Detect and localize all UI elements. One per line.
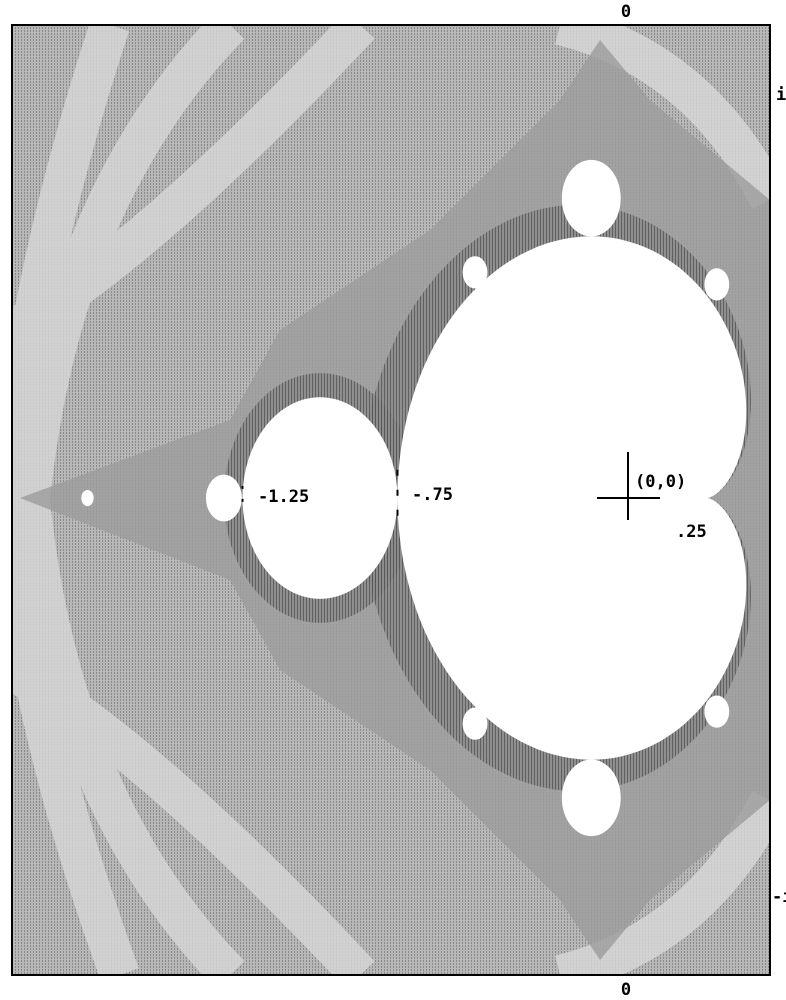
minor-bulb	[463, 256, 488, 288]
origin-label: (0,0)	[635, 472, 686, 492]
minus-0-75-label: -.75	[412, 485, 453, 505]
minor-bulb	[562, 160, 621, 237]
minus-1-25-label: -1.25	[258, 487, 309, 507]
minor-bulb	[463, 708, 488, 740]
top-zero-label: 0	[621, 2, 631, 22]
mandelbrot-figure: 0 0 i -i -1.25 -.75 (0,0) .25	[0, 0, 786, 1000]
minor-bulb	[562, 760, 621, 837]
minor-bulb	[704, 268, 729, 300]
fractal-image	[12, 25, 770, 975]
quarter-label: .25	[676, 522, 707, 542]
bottom-zero-label: 0	[621, 980, 631, 1000]
i-label: i	[776, 85, 786, 105]
neg-i-label: -i	[772, 887, 786, 907]
minor-bulb	[81, 490, 93, 506]
minor-bulb	[704, 695, 729, 727]
minor-bulb	[206, 475, 242, 522]
